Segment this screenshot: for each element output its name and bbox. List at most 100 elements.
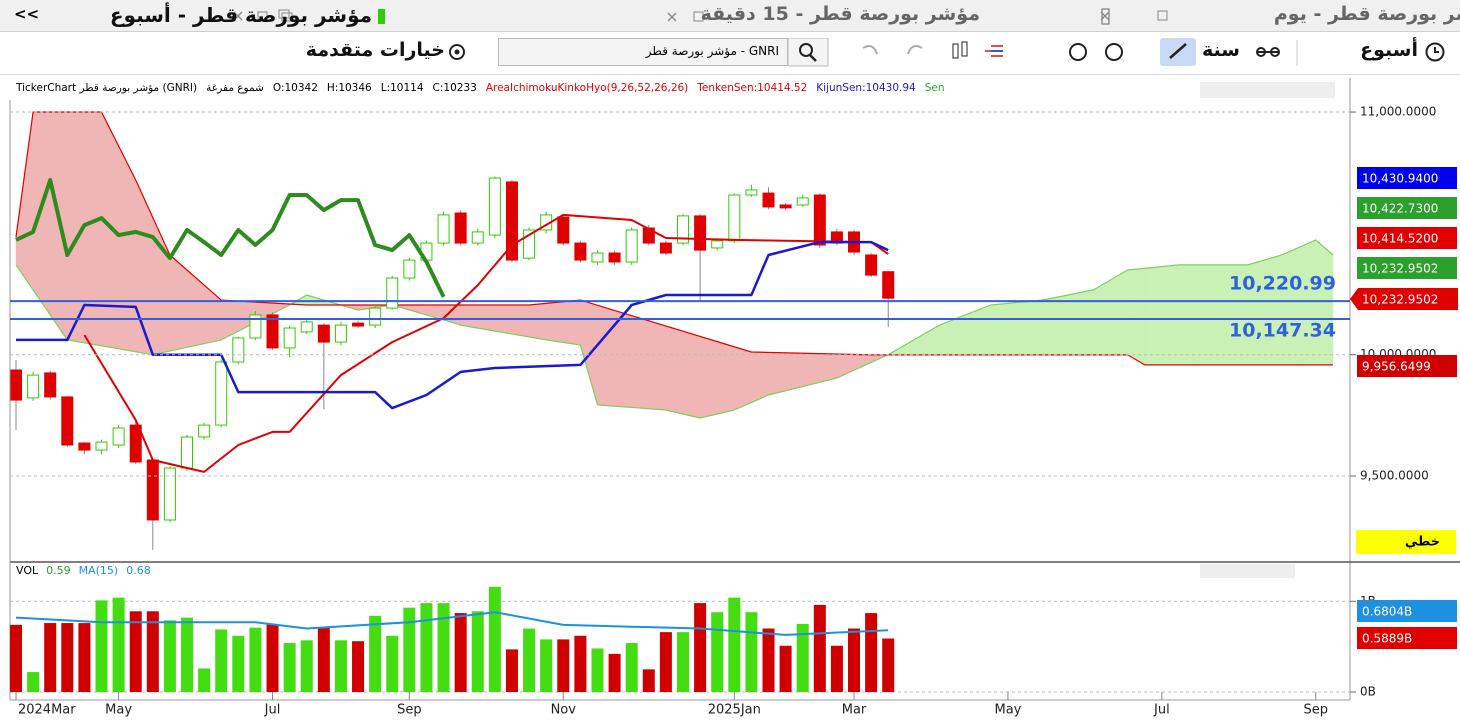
volume-bar [9, 624, 22, 693]
tab[interactable]: مؤشر بورصة قطر - أسبوع [109, 3, 372, 27]
horizontal-line-label: 10,220.99 [1229, 273, 1336, 295]
search-box[interactable]: GNRI - مؤشر بورصة قطر [498, 38, 788, 66]
cloud-fill [1161, 265, 1167, 366]
x-tick-label: Jul [1153, 703, 1170, 718]
x-tick-label: Mar [842, 703, 867, 718]
cloud-fill [738, 347, 744, 409]
cloud-fill [1221, 264, 1227, 366]
volume-bar [249, 627, 262, 693]
cloud-fill [627, 313, 632, 408]
cloud-fill [644, 319, 650, 410]
cloud-fill [75, 111, 81, 343]
cloud-fill [943, 321, 949, 356]
volume-tag-label: 0.5889B [1362, 632, 1412, 646]
volume-bar [608, 653, 621, 693]
collapse-button[interactable]: << [14, 5, 40, 23]
volume-bar [27, 672, 40, 693]
info-item: O:10342 [272, 82, 318, 94]
candle-body [762, 192, 775, 208]
cloud-fill [1003, 303, 1009, 356]
cloud-fill [66, 111, 72, 341]
cloud-fill [597, 304, 603, 406]
candle-body [574, 242, 587, 261]
cloud-fill [810, 353, 816, 385]
info-item: TenkenSen:10414.52 [697, 82, 808, 94]
cloud-fill [661, 324, 667, 411]
span-a-line [15, 239, 1334, 419]
tab[interactable]: مؤشر بورصة قطر - 15 دقيقة [700, 3, 980, 25]
cloud-fill [763, 352, 769, 398]
cloud-fill [665, 325, 671, 412]
candle-body [61, 396, 74, 446]
candle-body [95, 441, 108, 451]
cloud-fill [173, 258, 179, 351]
cloud-fill [973, 309, 979, 356]
cloud-fill [682, 330, 688, 416]
volume-bar [830, 645, 843, 693]
cloud-fill [686, 332, 692, 417]
cloud-fill [1011, 302, 1017, 356]
cloud-fill [131, 171, 137, 353]
cloud-fill [1157, 266, 1163, 366]
cloud-fill [186, 269, 192, 348]
interval-selector[interactable]: أسبوع [1360, 39, 1418, 61]
tab-icons [1100, 11, 1110, 21]
volume-bar [574, 635, 587, 693]
candle-body [300, 321, 313, 333]
volume-bar [523, 628, 536, 693]
cloud-fill [746, 350, 752, 405]
cloud-fill [823, 353, 829, 382]
cloud-fill [755, 351, 761, 402]
cloud-fill [126, 162, 132, 352]
cloud-fill [481, 304, 487, 330]
volume-bar [796, 623, 809, 693]
cloud-fill [122, 154, 128, 351]
candle-body [163, 467, 176, 521]
price-tag-label: 10,232.9502 [1362, 293, 1438, 307]
candle-body [27, 374, 40, 399]
cloud-fill [785, 352, 791, 392]
cloud-fill [981, 306, 987, 356]
cloud-fill [460, 304, 466, 327]
candle-body [659, 242, 672, 254]
cloud-fill [148, 207, 154, 356]
cloud-fill [96, 111, 102, 347]
x-tick-label: Jul [264, 703, 281, 718]
cloud-fill [819, 353, 825, 383]
cloud-fill [734, 346, 739, 411]
cloud-fill [1289, 248, 1295, 366]
cloud-fill [567, 300, 573, 345]
candle-body [796, 197, 809, 206]
cloud-fill [430, 304, 436, 318]
candle-body [591, 252, 604, 263]
tab[interactable]: مؤشر بورصة قطر - يوم [1273, 3, 1460, 25]
candle-body [488, 177, 501, 236]
y-tick-label: 0B [1360, 685, 1376, 699]
volume-bar [762, 628, 775, 693]
cloud-fill [836, 353, 842, 379]
candle-body [608, 252, 621, 263]
cloud-fill [930, 327, 936, 356]
cloud-fill [105, 120, 111, 348]
cloud-fill [135, 179, 141, 353]
period-selector[interactable]: سنة [1202, 39, 1240, 61]
volume-bar [163, 620, 176, 693]
toolbar-icons [788, 38, 1196, 67]
cloud-fill [939, 322, 945, 356]
cloud-fill [1088, 289, 1094, 356]
cloud-fill [1324, 246, 1329, 366]
volume-bar [181, 617, 194, 693]
cloud-fill [520, 304, 526, 337]
advanced-options[interactable]: خيارات متقدمة [305, 39, 445, 61]
cloud-fill [1135, 268, 1141, 363]
cloud-fill [533, 303, 538, 339]
volume-bar [711, 612, 724, 693]
volume-bar [78, 623, 91, 693]
info-item: Sen [924, 82, 945, 94]
cloud-fill [1302, 243, 1308, 366]
volume-legend: 0.68 [126, 564, 151, 577]
horizontal-line-label: 10,147.34 [1229, 319, 1336, 341]
candle-body [146, 459, 159, 521]
candle-body [728, 194, 741, 242]
cloud-fill [776, 352, 782, 394]
